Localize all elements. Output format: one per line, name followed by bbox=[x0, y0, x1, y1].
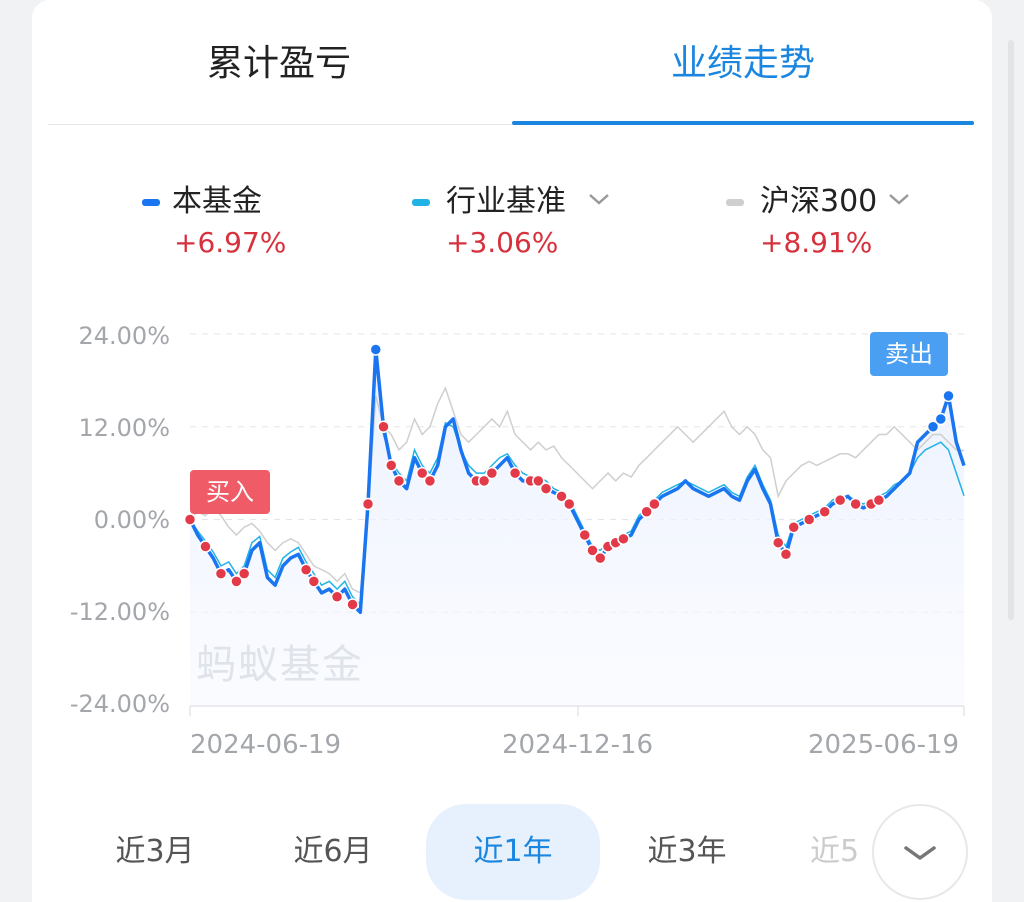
buy-marker[interactable] bbox=[392, 474, 406, 488]
buy-marker[interactable] bbox=[539, 482, 553, 495]
period-5-years[interactable]: 近5 bbox=[810, 834, 860, 869]
buy-marker[interactable] bbox=[237, 567, 251, 580]
buy-marker[interactable] bbox=[872, 493, 886, 507]
legend-swatch-fund bbox=[142, 199, 160, 206]
tab-performance-trend[interactable]: 业绩走势 bbox=[670, 43, 815, 84]
buy-marker[interactable] bbox=[485, 466, 499, 480]
chevron-down-icon[interactable] bbox=[586, 186, 612, 212]
sell-tag: 卖出 bbox=[870, 332, 948, 376]
buy-marker[interactable] bbox=[617, 532, 630, 546]
scrollbar[interactable] bbox=[1008, 40, 1014, 620]
y-tick-label: 12.00% bbox=[78, 414, 170, 442]
buy-marker[interactable] bbox=[563, 497, 576, 511]
y-tick-label: -12.00% bbox=[69, 598, 170, 626]
buy-marker[interactable] bbox=[346, 598, 359, 611]
legend-swatch-benchmark bbox=[412, 199, 430, 206]
y-tick-label: -24.00% bbox=[69, 690, 170, 718]
buy-marker[interactable] bbox=[593, 551, 607, 565]
y-tick-label: 24.00% bbox=[78, 322, 170, 350]
buy-marker[interactable] bbox=[477, 474, 491, 488]
chevron-down-icon[interactable] bbox=[886, 186, 912, 212]
legend-value-csi300: +8.91% bbox=[760, 226, 873, 259]
tab-divider bbox=[48, 124, 974, 125]
buy-marker[interactable] bbox=[214, 567, 228, 580]
buy-marker[interactable] bbox=[230, 575, 243, 588]
buy-marker[interactable] bbox=[818, 505, 831, 519]
buy-marker[interactable] bbox=[555, 490, 568, 503]
buy-marker[interactable] bbox=[578, 528, 591, 542]
watermark: 蚂蚁基金 bbox=[196, 642, 364, 688]
tab-cumulative-pnl[interactable]: 累计盈亏 bbox=[206, 43, 351, 84]
buy-marker[interactable] bbox=[771, 536, 785, 549]
buy-marker[interactable] bbox=[183, 513, 197, 526]
buy-marker[interactable] bbox=[849, 497, 862, 511]
x-tick-label: 2024-06-19 bbox=[190, 730, 342, 760]
series-line-csi300 bbox=[189, 386, 965, 595]
buy-marker[interactable] bbox=[802, 513, 816, 526]
buy-tag: 买入 bbox=[190, 470, 270, 514]
period-3-months[interactable]: 近3月 bbox=[115, 834, 195, 869]
legend-swatch-csi300 bbox=[726, 199, 744, 206]
buy-marker[interactable] bbox=[648, 497, 661, 511]
sell-marker[interactable] bbox=[942, 389, 955, 403]
legend-name-benchmark: 行业基准 bbox=[446, 184, 566, 219]
buy-marker[interactable] bbox=[384, 459, 398, 472]
legend-item-csi300[interactable]: 沪深300 bbox=[726, 182, 926, 222]
buy-marker[interactable] bbox=[779, 548, 793, 561]
sell-marker[interactable] bbox=[934, 412, 948, 426]
y-tick-label: 0.00% bbox=[93, 506, 170, 534]
buy-marker[interactable] bbox=[377, 420, 390, 433]
buy-marker[interactable] bbox=[640, 505, 653, 519]
chevron-down-icon bbox=[904, 846, 936, 860]
period-6-months[interactable]: 近6月 bbox=[293, 834, 373, 869]
fund-area bbox=[190, 349, 964, 705]
x-tick-label: 2025-06-19 bbox=[808, 730, 960, 760]
legend-value-benchmark: +3.06% bbox=[446, 226, 559, 259]
buy-marker[interactable] bbox=[423, 474, 437, 488]
buy-marker[interactable] bbox=[833, 493, 847, 507]
legend-item-benchmark[interactable]: 行业基准 bbox=[412, 182, 622, 222]
legend-name-fund: 本基金 bbox=[172, 184, 262, 219]
expand-periods-button[interactable] bbox=[872, 804, 968, 900]
period-1-year[interactable]: 近1年 bbox=[426, 804, 600, 900]
buy-marker[interactable] bbox=[415, 466, 429, 480]
buy-marker[interactable] bbox=[299, 563, 313, 576]
buy-marker[interactable] bbox=[508, 466, 522, 480]
sell-marker[interactable] bbox=[369, 343, 383, 356]
buy-marker[interactable] bbox=[307, 575, 321, 588]
buy-marker[interactable] bbox=[199, 540, 212, 553]
buy-marker[interactable] bbox=[330, 590, 344, 604]
performance-card bbox=[32, 0, 992, 902]
buy-marker[interactable] bbox=[532, 474, 545, 488]
buy-marker[interactable] bbox=[787, 520, 800, 534]
active-tab-indicator bbox=[512, 121, 974, 125]
legend-name-csi300: 沪深300 bbox=[760, 184, 878, 219]
buy-marker[interactable] bbox=[361, 497, 375, 511]
period-3-years[interactable]: 近3年 bbox=[647, 834, 727, 869]
buy-marker[interactable] bbox=[586, 544, 599, 557]
sell-marker[interactable] bbox=[926, 420, 940, 433]
legend-value-fund: +6.97% bbox=[174, 226, 287, 259]
x-tick-label: 2024-12-16 bbox=[502, 730, 654, 760]
